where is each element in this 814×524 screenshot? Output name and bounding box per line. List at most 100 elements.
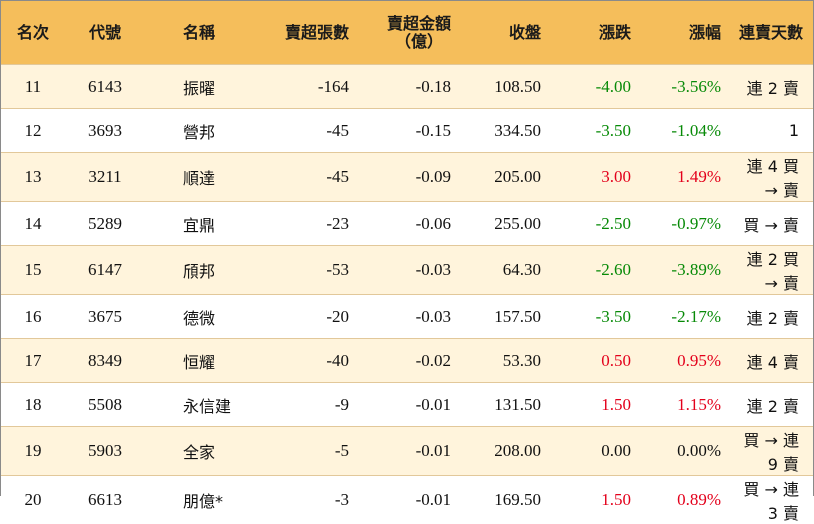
name-cell: 振曜 (145, 65, 249, 109)
change-pct-cell: 0.95% (639, 339, 729, 383)
change-cell: -3.50 (549, 109, 639, 153)
change-pct-cell: -3.89% (639, 246, 729, 295)
header-code: 代號 (65, 1, 145, 65)
name-cell: 順達 (145, 153, 249, 202)
code-cell: 3693 (65, 109, 145, 153)
change-pct-cell: -3.56% (639, 65, 729, 109)
net-sell-lots-cell: -53 (249, 246, 357, 295)
close-cell: 108.50 (459, 65, 549, 109)
header-streak: 連賣天數 (729, 1, 813, 65)
net-sell-lots-cell: -23 (249, 202, 357, 246)
name-cell: 全家 (145, 427, 249, 476)
close-cell: 131.50 (459, 383, 549, 427)
header-row: 名次 代號 名稱 賣超張數 賣超金額 （億） 收盤 漲跌 漲幅 連賣天數 (1, 1, 813, 65)
change-pct-cell: 0.89% (639, 476, 729, 524)
code-cell: 6613 (65, 476, 145, 524)
close-cell: 53.30 (459, 339, 549, 383)
rank-cell: 11 (1, 65, 65, 109)
name-cell: 恒耀 (145, 339, 249, 383)
rank-cell: 16 (1, 295, 65, 339)
net-sell-amount-cell: -0.18 (357, 65, 459, 109)
name-cell: 營邦 (145, 109, 249, 153)
net-sell-amount-cell: -0.03 (357, 246, 459, 295)
net-sell-lots-cell: -45 (249, 109, 357, 153)
close-cell: 255.00 (459, 202, 549, 246)
streak-cell: 連 2 買 → 賣 (729, 246, 813, 295)
rank-cell: 17 (1, 339, 65, 383)
change-cell: 0.50 (549, 339, 639, 383)
net-sell-lots-cell: -20 (249, 295, 357, 339)
header-name: 名稱 (145, 1, 249, 65)
net-sell-lots-cell: -5 (249, 427, 357, 476)
code-cell: 8349 (65, 339, 145, 383)
change-cell: -3.50 (549, 295, 639, 339)
net-sell-amount-cell: -0.01 (357, 427, 459, 476)
streak-cell: 連 4 買 → 賣 (729, 153, 813, 202)
close-cell: 169.50 (459, 476, 549, 524)
code-cell: 5508 (65, 383, 145, 427)
header-net-sell-amount-line1: 賣超金額 (357, 15, 451, 33)
net-sell-lots-cell: -3 (249, 476, 357, 524)
net-sell-amount-cell: -0.15 (357, 109, 459, 153)
change-pct-cell: -1.04% (639, 109, 729, 153)
change-pct-cell: -2.17% (639, 295, 729, 339)
rank-cell: 13 (1, 153, 65, 202)
name-cell: 德微 (145, 295, 249, 339)
code-cell: 6143 (65, 65, 145, 109)
header-net-sell-amount: 賣超金額 （億） (357, 1, 459, 65)
net-sell-amount-cell: -0.02 (357, 339, 459, 383)
rank-cell: 15 (1, 246, 65, 295)
change-cell: 1.50 (549, 383, 639, 427)
change-cell: 3.00 (549, 153, 639, 202)
close-cell: 157.50 (459, 295, 549, 339)
name-cell: 頎邦 (145, 246, 249, 295)
code-cell: 5903 (65, 427, 145, 476)
streak-cell: 連 2 賣 (729, 383, 813, 427)
change-cell: -4.00 (549, 65, 639, 109)
change-pct-cell: 1.49% (639, 153, 729, 202)
name-cell: 朋億* (145, 476, 249, 524)
net-sell-lots-cell: -164 (249, 65, 357, 109)
change-cell: 1.50 (549, 476, 639, 524)
streak-cell: 買 → 賣 (729, 202, 813, 246)
change-cell: -2.60 (549, 246, 639, 295)
net-sell-amount-cell: -0.01 (357, 383, 459, 427)
streak-cell: 買 → 連 3 賣 (729, 476, 813, 524)
header-change-pct: 漲幅 (639, 1, 729, 65)
streak-cell: 連 4 賣 (729, 339, 813, 383)
net-sell-lots-cell: -40 (249, 339, 357, 383)
streak-cell: 買 → 連 9 賣 (729, 427, 813, 476)
close-cell: 64.30 (459, 246, 549, 295)
change-cell: 0.00 (549, 427, 639, 476)
header-net-sell-amount-line2: （億） (357, 33, 451, 51)
change-cell: -2.50 (549, 202, 639, 246)
header-close: 收盤 (459, 1, 549, 65)
code-cell: 6147 (65, 246, 145, 295)
rank-cell: 18 (1, 383, 65, 427)
rank-cell: 19 (1, 427, 65, 476)
rank-cell: 14 (1, 202, 65, 246)
change-pct-cell: 0.00% (639, 427, 729, 476)
net-sell-lots-cell: -45 (249, 153, 357, 202)
net-sell-amount-cell: -0.06 (357, 202, 459, 246)
change-pct-cell: -0.97% (639, 202, 729, 246)
header-net-sell-lots: 賣超張數 (249, 1, 357, 65)
header-change: 漲跌 (549, 1, 639, 65)
close-cell: 205.00 (459, 153, 549, 202)
streak-cell: 1 (729, 109, 813, 153)
code-cell: 3675 (65, 295, 145, 339)
change-pct-cell: 1.15% (639, 383, 729, 427)
net-sell-amount-cell: -0.03 (357, 295, 459, 339)
code-cell: 5289 (65, 202, 145, 246)
